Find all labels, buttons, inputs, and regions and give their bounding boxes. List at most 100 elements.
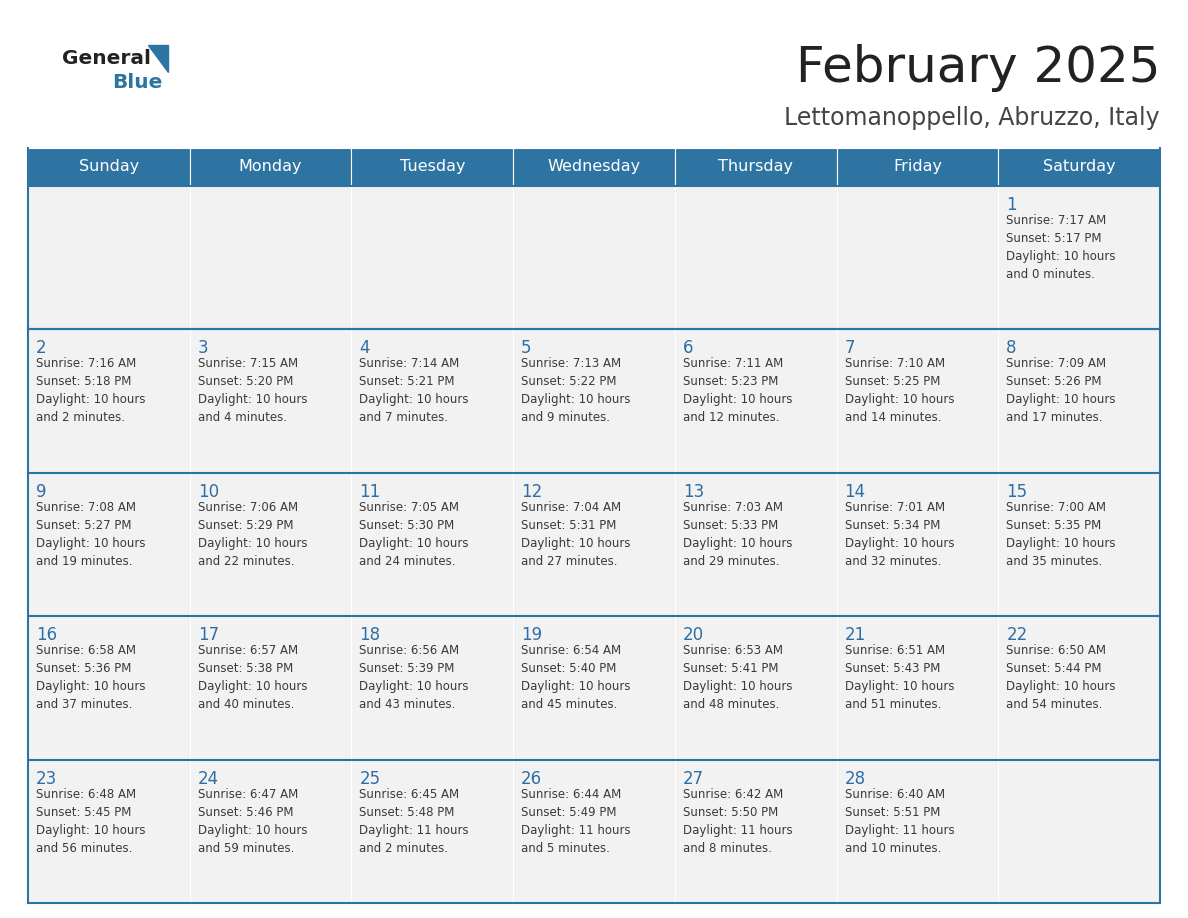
Text: Sunrise: 7:09 AM
Sunset: 5:26 PM
Daylight: 10 hours
and 17 minutes.: Sunrise: 7:09 AM Sunset: 5:26 PM Dayligh…	[1006, 357, 1116, 424]
Text: Sunrise: 7:03 AM
Sunset: 5:33 PM
Daylight: 10 hours
and 29 minutes.: Sunrise: 7:03 AM Sunset: 5:33 PM Dayligh…	[683, 501, 792, 568]
Bar	[29, 186, 190, 330]
Text: 26: 26	[522, 769, 542, 788]
Text: 9: 9	[36, 483, 46, 501]
Text: Sunday: Sunday	[78, 160, 139, 174]
Text: Sunrise: 7:04 AM
Sunset: 5:31 PM
Daylight: 10 hours
and 27 minutes.: Sunrise: 7:04 AM Sunset: 5:31 PM Dayligh…	[522, 501, 631, 568]
Text: Sunrise: 6:40 AM
Sunset: 5:51 PM
Daylight: 11 hours
and 10 minutes.: Sunrise: 6:40 AM Sunset: 5:51 PM Dayligh…	[845, 788, 954, 855]
Text: Wednesday: Wednesday	[548, 160, 640, 174]
Bar	[29, 473, 190, 616]
Text: Sunrise: 7:08 AM
Sunset: 5:27 PM
Daylight: 10 hours
and 19 minutes.: Sunrise: 7:08 AM Sunset: 5:27 PM Dayligh…	[36, 501, 145, 568]
Bar	[675, 759, 836, 903]
Bar	[190, 616, 352, 759]
Bar	[675, 330, 836, 473]
Text: 20: 20	[683, 626, 704, 644]
Text: 24: 24	[197, 769, 219, 788]
Bar	[513, 759, 675, 903]
Text: 14: 14	[845, 483, 866, 501]
Text: 16: 16	[36, 626, 57, 644]
Bar	[352, 330, 513, 473]
Bar	[998, 759, 1159, 903]
Text: Sunrise: 7:15 AM
Sunset: 5:20 PM
Daylight: 10 hours
and 4 minutes.: Sunrise: 7:15 AM Sunset: 5:20 PM Dayligh…	[197, 357, 308, 424]
Text: Saturday: Saturday	[1043, 160, 1116, 174]
Text: 3: 3	[197, 340, 208, 357]
Text: Sunrise: 6:53 AM
Sunset: 5:41 PM
Daylight: 10 hours
and 48 minutes.: Sunrise: 6:53 AM Sunset: 5:41 PM Dayligh…	[683, 644, 792, 711]
Bar	[29, 616, 190, 759]
Text: 12: 12	[522, 483, 543, 501]
Text: 28: 28	[845, 769, 866, 788]
Bar	[998, 186, 1159, 330]
Bar	[836, 616, 998, 759]
Text: Sunrise: 7:13 AM
Sunset: 5:22 PM
Daylight: 10 hours
and 9 minutes.: Sunrise: 7:13 AM Sunset: 5:22 PM Dayligh…	[522, 357, 631, 424]
Text: 11: 11	[360, 483, 380, 501]
Text: Sunrise: 7:11 AM
Sunset: 5:23 PM
Daylight: 10 hours
and 12 minutes.: Sunrise: 7:11 AM Sunset: 5:23 PM Dayligh…	[683, 357, 792, 424]
Bar	[998, 473, 1159, 616]
Text: 17: 17	[197, 626, 219, 644]
Text: Sunrise: 6:48 AM
Sunset: 5:45 PM
Daylight: 10 hours
and 56 minutes.: Sunrise: 6:48 AM Sunset: 5:45 PM Dayligh…	[36, 788, 145, 855]
Bar	[675, 473, 836, 616]
Bar	[836, 148, 998, 186]
Text: 15: 15	[1006, 483, 1028, 501]
Text: Sunrise: 6:58 AM
Sunset: 5:36 PM
Daylight: 10 hours
and 37 minutes.: Sunrise: 6:58 AM Sunset: 5:36 PM Dayligh…	[36, 644, 145, 711]
Text: 4: 4	[360, 340, 369, 357]
Text: Sunrise: 6:45 AM
Sunset: 5:48 PM
Daylight: 11 hours
and 2 minutes.: Sunrise: 6:45 AM Sunset: 5:48 PM Dayligh…	[360, 788, 469, 855]
Text: 13: 13	[683, 483, 704, 501]
Text: 5: 5	[522, 340, 532, 357]
Text: Sunrise: 6:56 AM
Sunset: 5:39 PM
Daylight: 10 hours
and 43 minutes.: Sunrise: 6:56 AM Sunset: 5:39 PM Dayligh…	[360, 644, 469, 711]
Text: Lettomanoppello, Abruzzo, Italy: Lettomanoppello, Abruzzo, Italy	[784, 106, 1159, 130]
Bar	[998, 616, 1159, 759]
Bar	[675, 148, 836, 186]
Bar	[675, 616, 836, 759]
Text: Sunrise: 6:54 AM
Sunset: 5:40 PM
Daylight: 10 hours
and 45 minutes.: Sunrise: 6:54 AM Sunset: 5:40 PM Dayligh…	[522, 644, 631, 711]
Text: 6: 6	[683, 340, 694, 357]
Text: Sunrise: 7:14 AM
Sunset: 5:21 PM
Daylight: 10 hours
and 7 minutes.: Sunrise: 7:14 AM Sunset: 5:21 PM Dayligh…	[360, 357, 469, 424]
Text: 18: 18	[360, 626, 380, 644]
Bar	[29, 148, 190, 186]
Text: Sunrise: 6:51 AM
Sunset: 5:43 PM
Daylight: 10 hours
and 51 minutes.: Sunrise: 6:51 AM Sunset: 5:43 PM Dayligh…	[845, 644, 954, 711]
Text: Blue: Blue	[112, 73, 163, 92]
Text: 25: 25	[360, 769, 380, 788]
Text: Sunrise: 6:57 AM
Sunset: 5:38 PM
Daylight: 10 hours
and 40 minutes.: Sunrise: 6:57 AM Sunset: 5:38 PM Dayligh…	[197, 644, 308, 711]
Text: 27: 27	[683, 769, 704, 788]
Bar	[836, 473, 998, 616]
Text: 22: 22	[1006, 626, 1028, 644]
Text: Sunrise: 6:44 AM
Sunset: 5:49 PM
Daylight: 11 hours
and 5 minutes.: Sunrise: 6:44 AM Sunset: 5:49 PM Dayligh…	[522, 788, 631, 855]
Bar	[190, 330, 352, 473]
Text: 2: 2	[36, 340, 46, 357]
Text: Sunrise: 7:00 AM
Sunset: 5:35 PM
Daylight: 10 hours
and 35 minutes.: Sunrise: 7:00 AM Sunset: 5:35 PM Dayligh…	[1006, 501, 1116, 568]
Text: 19: 19	[522, 626, 542, 644]
Bar	[190, 759, 352, 903]
Bar	[190, 186, 352, 330]
Text: 23: 23	[36, 769, 57, 788]
Text: General: General	[62, 49, 151, 68]
Text: Monday: Monday	[239, 160, 302, 174]
Text: Sunrise: 6:50 AM
Sunset: 5:44 PM
Daylight: 10 hours
and 54 minutes.: Sunrise: 6:50 AM Sunset: 5:44 PM Dayligh…	[1006, 644, 1116, 711]
Bar	[836, 330, 998, 473]
Text: Thursday: Thursday	[719, 160, 794, 174]
Bar	[352, 759, 513, 903]
Text: Sunrise: 7:16 AM
Sunset: 5:18 PM
Daylight: 10 hours
and 2 minutes.: Sunrise: 7:16 AM Sunset: 5:18 PM Dayligh…	[36, 357, 145, 424]
Text: 10: 10	[197, 483, 219, 501]
Text: Sunrise: 7:01 AM
Sunset: 5:34 PM
Daylight: 10 hours
and 32 minutes.: Sunrise: 7:01 AM Sunset: 5:34 PM Dayligh…	[845, 501, 954, 568]
Text: 1: 1	[1006, 196, 1017, 214]
Text: 21: 21	[845, 626, 866, 644]
Bar	[352, 616, 513, 759]
Text: Sunrise: 7:06 AM
Sunset: 5:29 PM
Daylight: 10 hours
and 22 minutes.: Sunrise: 7:06 AM Sunset: 5:29 PM Dayligh…	[197, 501, 308, 568]
Text: 8: 8	[1006, 340, 1017, 357]
Text: Sunrise: 7:10 AM
Sunset: 5:25 PM
Daylight: 10 hours
and 14 minutes.: Sunrise: 7:10 AM Sunset: 5:25 PM Dayligh…	[845, 357, 954, 424]
Bar	[675, 186, 836, 330]
Bar	[352, 186, 513, 330]
Text: Sunrise: 6:42 AM
Sunset: 5:50 PM
Daylight: 11 hours
and 8 minutes.: Sunrise: 6:42 AM Sunset: 5:50 PM Dayligh…	[683, 788, 792, 855]
Bar	[29, 759, 190, 903]
Text: Friday: Friday	[893, 160, 942, 174]
Bar	[29, 330, 190, 473]
Text: February 2025: February 2025	[796, 44, 1159, 92]
Bar	[998, 148, 1159, 186]
Text: Tuesday: Tuesday	[399, 160, 465, 174]
Text: 7: 7	[845, 340, 855, 357]
Bar	[836, 759, 998, 903]
Text: Sunrise: 7:17 AM
Sunset: 5:17 PM
Daylight: 10 hours
and 0 minutes.: Sunrise: 7:17 AM Sunset: 5:17 PM Dayligh…	[1006, 214, 1116, 281]
Polygon shape	[148, 45, 168, 72]
Bar	[998, 330, 1159, 473]
Bar	[190, 473, 352, 616]
Bar	[352, 473, 513, 616]
